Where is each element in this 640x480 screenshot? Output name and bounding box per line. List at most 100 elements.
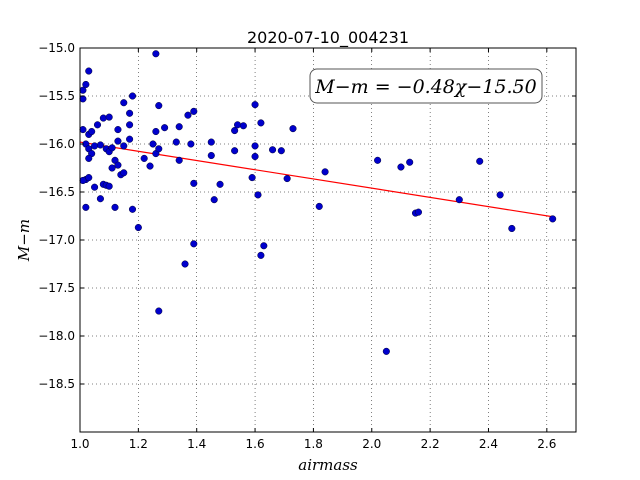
data-point xyxy=(496,191,504,199)
data-point xyxy=(175,123,183,131)
data-point xyxy=(414,208,422,216)
data-point xyxy=(146,162,154,170)
data-point xyxy=(120,169,128,177)
data-point xyxy=(114,161,122,169)
data-point xyxy=(79,95,87,103)
fit-equation-annotation: M−m = −0.48χ−15.50 xyxy=(314,76,536,98)
data-point xyxy=(269,146,277,154)
data-point xyxy=(190,107,198,115)
x-axis-label: airmass xyxy=(298,456,358,474)
y-axis-label: M−m xyxy=(15,219,33,262)
data-point xyxy=(114,126,122,134)
data-point xyxy=(120,142,128,150)
data-point xyxy=(88,127,96,136)
data-point xyxy=(134,223,142,232)
data-point xyxy=(231,127,239,135)
x-tick-label: 2.4 xyxy=(479,437,498,451)
data-point xyxy=(105,113,113,121)
data-point xyxy=(231,147,239,155)
data-point xyxy=(207,151,215,160)
data-point xyxy=(105,182,113,190)
annotation-frame xyxy=(309,68,543,104)
data-point xyxy=(283,175,291,183)
data-point xyxy=(172,138,180,146)
data-point xyxy=(406,158,414,166)
y-tick-label: −16.0 xyxy=(38,137,75,151)
y-tick-label: −16.5 xyxy=(38,185,75,199)
data-point xyxy=(289,125,297,133)
fit-annotation-box: M−m = −0.48χ−15.50 xyxy=(309,68,543,104)
data-point xyxy=(382,347,390,355)
data-point xyxy=(114,137,122,145)
data-point xyxy=(126,109,134,117)
data-point xyxy=(251,101,259,109)
data-point xyxy=(190,179,198,187)
data-point xyxy=(239,122,247,130)
data-point xyxy=(251,152,259,161)
data-point xyxy=(248,174,256,182)
y-tick-label: −18.5 xyxy=(38,377,75,391)
data-point xyxy=(251,142,259,150)
data-point xyxy=(476,157,484,165)
data-point xyxy=(155,102,163,110)
data-point xyxy=(207,138,215,146)
data-point xyxy=(181,260,189,268)
data-point xyxy=(257,119,265,127)
data-point xyxy=(91,183,99,191)
x-tick-label: 2.2 xyxy=(421,437,440,451)
data-point xyxy=(79,126,87,134)
grid xyxy=(80,48,576,432)
y-tick-label: −17.5 xyxy=(38,281,75,295)
data-point xyxy=(152,127,160,136)
data-point xyxy=(91,142,99,150)
data-point xyxy=(126,135,134,143)
y-tick-labels: −15.0 −15.5 −16.0 −16.5 −17.0 −17.5 −18.0 −18.5 xyxy=(38,41,75,391)
axis-ticks xyxy=(79,47,576,432)
x-tick-label: 1.4 xyxy=(187,437,206,451)
x-tick-labels: 1.0 1.2 1.4 1.6 1.8 2.0 2.2 2.4 2.6 xyxy=(70,437,556,451)
x-tick-label: 2.6 xyxy=(537,437,556,451)
data-point xyxy=(155,145,163,153)
y-tick-label: −17.0 xyxy=(38,233,75,247)
data-point xyxy=(82,203,90,211)
y-tick-label: −15.5 xyxy=(38,89,75,103)
data-point xyxy=(99,114,107,122)
data-point xyxy=(111,203,119,211)
data-point xyxy=(120,99,128,107)
scatter-points xyxy=(79,50,557,355)
data-point xyxy=(108,164,116,172)
x-tick-label: 1.8 xyxy=(304,437,323,451)
x-tick-label: 2.0 xyxy=(362,437,381,451)
data-point xyxy=(315,202,323,210)
data-point xyxy=(374,156,382,164)
data-point xyxy=(85,67,93,75)
y-tick-label: −15.0 xyxy=(38,41,75,55)
data-point xyxy=(85,154,93,162)
data-point xyxy=(549,215,557,223)
chart-title: 2020-07-10_004231 xyxy=(247,28,409,48)
data-point xyxy=(161,124,169,132)
x-tick-label: 1.6 xyxy=(246,437,265,451)
data-point xyxy=(397,163,405,171)
data-point xyxy=(257,251,265,259)
data-point xyxy=(152,50,160,58)
data-point xyxy=(321,168,329,176)
data-point xyxy=(140,154,148,162)
data-point xyxy=(455,196,463,204)
data-point xyxy=(277,147,285,155)
data-point xyxy=(187,140,195,148)
data-point xyxy=(149,140,157,148)
data-point xyxy=(108,144,116,152)
x-tick-label: 1.2 xyxy=(129,437,148,451)
data-point xyxy=(190,240,198,248)
data-point xyxy=(216,180,224,188)
data-point xyxy=(128,92,137,100)
data-point xyxy=(184,111,192,119)
data-point xyxy=(254,191,262,199)
data-point xyxy=(128,205,137,213)
data-point xyxy=(260,242,268,250)
data-point xyxy=(508,224,516,233)
data-point xyxy=(210,196,218,204)
data-point xyxy=(85,174,93,182)
